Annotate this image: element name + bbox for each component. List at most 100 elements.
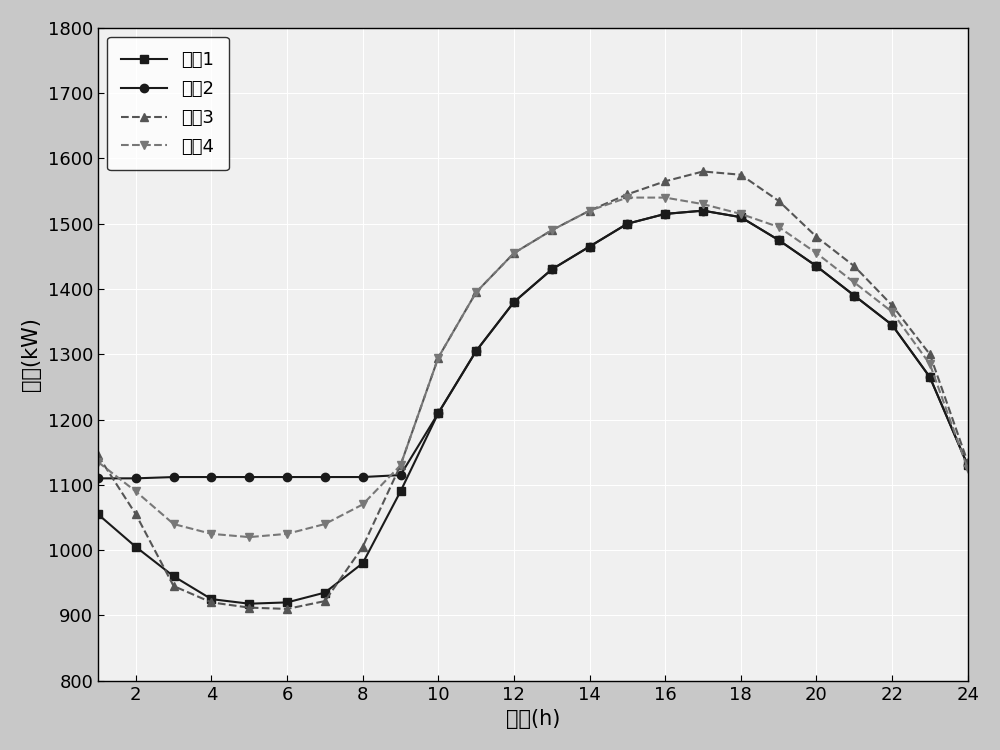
曲线2 xyxy=(432,409,444,418)
曲线1 xyxy=(659,209,671,218)
曲线1 xyxy=(205,595,217,604)
曲线2 xyxy=(659,209,671,218)
曲线2 xyxy=(735,213,747,222)
X-axis label: 时间(h): 时间(h) xyxy=(506,710,560,729)
Y-axis label: 负载(kW): 负载(kW) xyxy=(21,317,41,392)
曲线4 xyxy=(205,530,217,538)
曲线3 xyxy=(168,581,180,590)
Line: 曲线2: 曲线2 xyxy=(94,206,972,482)
曲线4 xyxy=(735,209,747,218)
曲线2 xyxy=(168,472,180,482)
曲线3 xyxy=(924,350,936,358)
曲线3 xyxy=(130,510,142,519)
曲线3 xyxy=(584,206,596,215)
曲线2 xyxy=(848,291,860,300)
曲线4 xyxy=(773,223,785,232)
曲线2 xyxy=(357,472,369,482)
曲线1 xyxy=(395,487,407,496)
曲线4 xyxy=(508,248,520,257)
曲线1 xyxy=(357,559,369,568)
曲线4 xyxy=(243,532,255,542)
曲线2 xyxy=(508,298,520,307)
曲线1 xyxy=(962,460,974,470)
曲线4 xyxy=(546,226,558,235)
曲线1 xyxy=(130,542,142,551)
曲线3 xyxy=(470,288,482,297)
曲线1 xyxy=(697,206,709,215)
曲线3 xyxy=(659,177,671,186)
曲线4 xyxy=(319,520,331,529)
曲线2 xyxy=(92,474,104,483)
曲线4 xyxy=(470,288,482,297)
曲线4 xyxy=(281,530,293,538)
曲线1 xyxy=(470,346,482,355)
曲线2 xyxy=(962,460,974,470)
曲线3 xyxy=(621,190,633,199)
曲线2 xyxy=(697,206,709,215)
曲线4 xyxy=(962,464,974,473)
曲线3 xyxy=(735,170,747,179)
曲线3 xyxy=(962,458,974,466)
曲线4 xyxy=(659,193,671,202)
曲线1 xyxy=(773,236,785,244)
曲线3 xyxy=(546,226,558,235)
曲线3 xyxy=(92,451,104,460)
曲线4 xyxy=(621,193,633,202)
曲线2 xyxy=(243,472,255,482)
Legend: 曲线1, 曲线2, 曲线3, 曲线4: 曲线1, 曲线2, 曲线3, 曲线4 xyxy=(107,37,229,170)
曲线1 xyxy=(621,219,633,228)
曲线2 xyxy=(130,474,142,483)
曲线2 xyxy=(584,242,596,251)
曲线3 xyxy=(508,248,520,257)
曲线3 xyxy=(432,353,444,362)
曲线2 xyxy=(395,470,407,479)
曲线1 xyxy=(546,265,558,274)
曲线4 xyxy=(130,487,142,496)
曲线3 xyxy=(848,262,860,271)
曲线2 xyxy=(470,346,482,355)
曲线2 xyxy=(319,472,331,482)
曲线3 xyxy=(773,196,785,206)
曲线1 xyxy=(584,242,596,251)
曲线4 xyxy=(395,460,407,470)
曲线2 xyxy=(546,265,558,274)
曲线3 xyxy=(697,167,709,176)
曲线4 xyxy=(432,353,444,362)
曲线4 xyxy=(924,359,936,368)
曲线1 xyxy=(810,262,822,271)
曲线1 xyxy=(281,598,293,607)
曲线3 xyxy=(281,604,293,613)
曲线2 xyxy=(281,472,293,482)
Line: 曲线1: 曲线1 xyxy=(94,206,972,608)
曲线1 xyxy=(168,572,180,580)
曲线4 xyxy=(886,308,898,316)
曲线2 xyxy=(886,320,898,329)
曲线3 xyxy=(357,542,369,551)
曲线1 xyxy=(848,291,860,300)
曲线3 xyxy=(395,460,407,470)
曲线3 xyxy=(886,301,898,310)
曲线4 xyxy=(357,500,369,509)
曲线1 xyxy=(319,588,331,597)
曲线1 xyxy=(924,373,936,382)
曲线1 xyxy=(243,599,255,608)
曲线3 xyxy=(319,596,331,605)
曲线2 xyxy=(924,373,936,382)
曲线1 xyxy=(886,320,898,329)
曲线4 xyxy=(810,248,822,257)
Line: 曲线3: 曲线3 xyxy=(94,167,972,613)
曲线3 xyxy=(243,603,255,612)
曲线1 xyxy=(92,510,104,519)
曲线2 xyxy=(810,262,822,271)
曲线1 xyxy=(735,213,747,222)
曲线4 xyxy=(92,458,104,466)
曲线2 xyxy=(621,219,633,228)
曲线2 xyxy=(773,236,785,244)
曲线3 xyxy=(810,232,822,242)
曲线4 xyxy=(168,520,180,529)
曲线4 xyxy=(848,278,860,287)
曲线2 xyxy=(205,472,217,482)
曲线1 xyxy=(508,298,520,307)
曲线3 xyxy=(205,598,217,607)
Line: 曲线4: 曲线4 xyxy=(94,194,972,542)
